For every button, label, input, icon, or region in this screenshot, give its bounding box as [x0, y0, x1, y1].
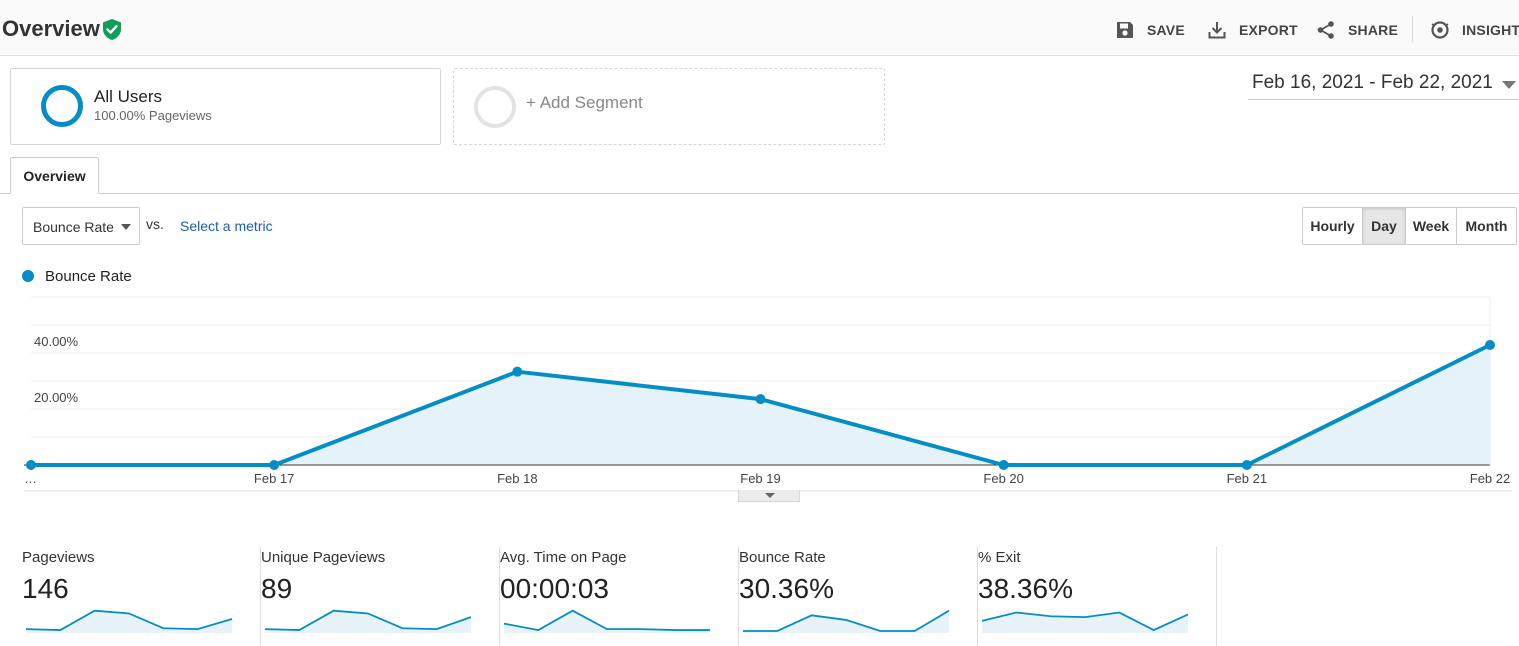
chart-data-point	[1485, 339, 1495, 350]
verified-shield-icon	[103, 19, 121, 40]
granularity-day-button[interactable]: Day	[1363, 208, 1406, 244]
select-metric-link[interactable]: Select a metric	[180, 218, 273, 234]
sparkline-line	[743, 609, 950, 632]
scorecard-value: 146	[22, 573, 69, 604]
metric-dropdown-value: Bounce Rate	[33, 219, 114, 235]
chart-x-tick-label: Feb 17	[254, 471, 294, 486]
chart-x-tick-label: …	[24, 471, 37, 486]
scorecard-bounce-rate[interactable]: Bounce Rate 30.36%	[739, 547, 978, 646]
segment-subtitle: 100.00% Pageviews	[94, 108, 212, 123]
collapse-chart-toggle[interactable]	[738, 490, 800, 502]
insights-button[interactable]: INSIGHTS	[1430, 18, 1519, 42]
sparkline-area	[743, 610, 949, 633]
sparkline-area	[265, 610, 471, 633]
chart-data-point	[269, 460, 280, 470]
legend-dot-icon	[22, 270, 34, 282]
scorecard-sparkline	[981, 611, 1189, 633]
metric-dropdown[interactable]: Bounce Rate	[22, 207, 140, 245]
chart-data-point	[26, 460, 36, 470]
chart-legend: Bounce Rate	[22, 266, 132, 286]
sparkline-line	[981, 611, 1189, 632]
download-icon	[1208, 22, 1226, 39]
save-button[interactable]: SAVE	[1115, 18, 1185, 42]
save-label: SAVE	[1147, 22, 1185, 38]
vs-label: vs.	[146, 216, 164, 232]
segment-name: All Users	[94, 87, 163, 106]
granularity-month-button[interactable]: Month	[1465, 218, 1508, 234]
scorecard-avg-time-on-page[interactable]: Avg. Time on Page 00:00:03	[500, 547, 739, 646]
scorecard-sparkline	[503, 609, 710, 633]
insights-icon	[1431, 21, 1449, 39]
chart-data-point	[998, 460, 1009, 470]
scorecard-unique-pageviews[interactable]: Unique Pageviews 89	[261, 547, 500, 646]
chart-y-tick-label: 40.00%	[34, 334, 79, 349]
chart-data-point	[755, 394, 766, 405]
export-button[interactable]: EXPORT	[1207, 18, 1298, 42]
sparkline-area	[26, 610, 232, 633]
granularity-hourly-button[interactable]: Hourly	[1303, 208, 1363, 244]
tab-divider	[0, 193, 1519, 194]
scorecard-value: 00:00:03	[500, 573, 609, 604]
scorecard-sparkline	[25, 609, 233, 633]
chart-x-tick-label: Feb 22	[1470, 471, 1510, 486]
scorecard-label: Bounce Rate	[739, 549, 826, 566]
chart-area-fill	[31, 344, 1490, 465]
chart-y-tick-label: 60.00%	[34, 290, 79, 293]
chart-y-tick-label: 20.00%	[34, 390, 79, 405]
dropdown-caret-icon	[121, 224, 131, 230]
page-title: Overview	[2, 16, 100, 41]
segment-all-users[interactable]: All Users 100.00% Pageviews	[10, 68, 441, 145]
scorecard-label: % Exit	[978, 549, 1021, 566]
bounce-rate-chart: 60.00% 40.00% 20.00% … Feb 17 Feb 18 Feb 19 Feb…	[24, 290, 1512, 492]
header-divider	[1412, 16, 1413, 42]
date-range-picker[interactable]: Feb 16, 2021 - Feb 22, 2021	[1248, 70, 1519, 100]
chart-x-tick-label: Feb 19	[740, 471, 780, 486]
sparkline-line	[25, 609, 233, 631]
scorecard-value: 30.36%	[739, 573, 834, 604]
chart-x-tick-label: Feb 20	[983, 471, 1023, 486]
granularity-week-button[interactable]: Week	[1406, 208, 1457, 244]
scorecard-sparkline	[264, 609, 472, 633]
scorecard-pageviews[interactable]: Pageviews 146	[22, 547, 261, 646]
scorecard-label: Avg. Time on Page	[500, 549, 627, 566]
export-label: EXPORT	[1239, 22, 1298, 38]
scorecard-value: 89	[261, 573, 293, 604]
add-segment-button[interactable]: + Add Segment	[453, 68, 885, 145]
sparkline-area	[504, 610, 710, 633]
chevron-down-icon	[1502, 81, 1516, 89]
tab-overview[interactable]: Overview	[10, 157, 99, 194]
sparkline-line	[503, 609, 710, 632]
scorecard-sparkline	[743, 609, 950, 633]
sparkline-line	[264, 609, 472, 631]
insights-label: INSIGHTS	[1462, 22, 1519, 38]
time-granularity-toggle: Hourly Day Week Month	[1302, 207, 1517, 245]
scorecard-value: 38.36%	[978, 573, 1073, 604]
chart-x-tick-label: Feb 21	[1227, 471, 1267, 486]
chart-x-tick-label: Feb 18	[497, 471, 537, 486]
share-icon	[1317, 21, 1334, 39]
legend-label: Bounce Rate	[45, 267, 132, 285]
chart-data-point	[512, 366, 523, 377]
scorecard-exit-rate[interactable]: % Exit 38.36%	[978, 547, 1217, 646]
scorecard-label: Unique Pageviews	[261, 549, 386, 566]
chart-data-point	[1241, 460, 1252, 470]
sparkline-area	[982, 612, 1188, 633]
share-button[interactable]: SHARE	[1316, 18, 1398, 42]
add-segment-label: + Add Segment	[526, 93, 643, 112]
share-label: SHARE	[1348, 22, 1399, 38]
scorecard-label: Pageviews	[22, 549, 95, 566]
segment-color-ring-icon	[41, 85, 83, 127]
empty-segment-ring-icon	[474, 86, 516, 128]
report-header: Overview SAVE EXPORT	[0, 0, 1519, 56]
save-icon	[1117, 22, 1133, 38]
date-range-label: Feb 16, 2021 - Feb 22, 2021	[1252, 72, 1493, 93]
